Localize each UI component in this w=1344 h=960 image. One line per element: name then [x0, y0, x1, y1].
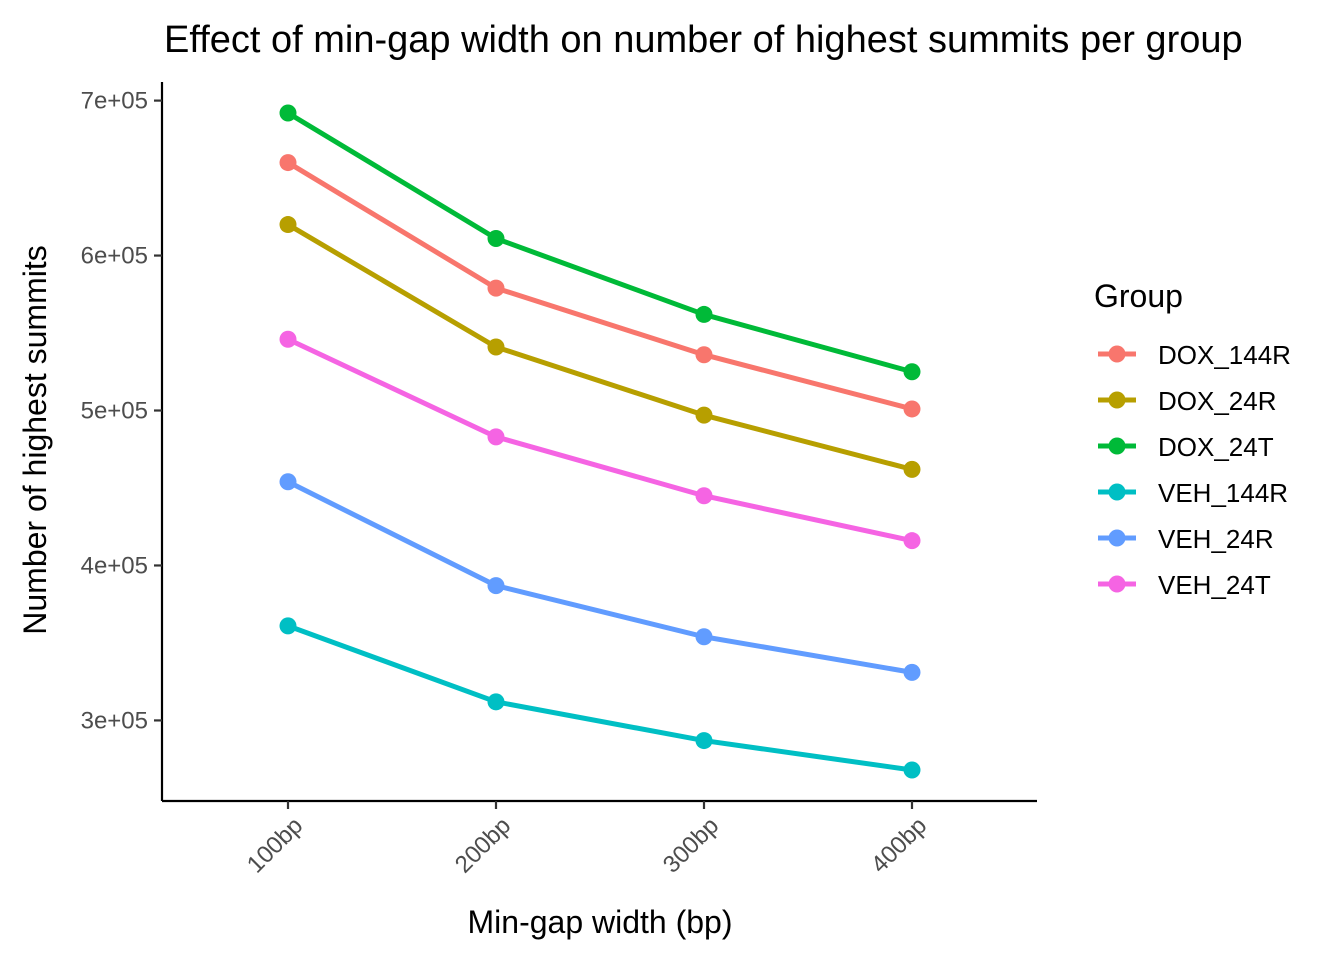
y-tick-label: 6e+05 [81, 243, 148, 270]
series-DOX_24R [279, 216, 921, 478]
series-DOX_144R [279, 154, 921, 418]
data-point [903, 460, 921, 478]
legend-item: VEH_144R [1098, 478, 1288, 508]
plot-area [279, 104, 921, 779]
chart-title: Effect of min-gap width on number of hig… [164, 19, 1243, 61]
data-point [695, 628, 713, 646]
legend-label: VEH_24T [1158, 570, 1271, 600]
series-VEH_144R [279, 617, 921, 779]
x-tick-label: 400bp [866, 812, 932, 878]
series-line [287, 623, 913, 773]
legend-label: VEH_144R [1158, 478, 1288, 508]
data-point [695, 732, 713, 750]
y-tick-label: 4e+05 [81, 552, 148, 579]
legend-item: VEH_24R [1098, 524, 1274, 554]
legend-title: Group [1094, 278, 1183, 314]
legend-key-point [1108, 437, 1126, 455]
data-point [903, 363, 921, 381]
legend-key-point [1108, 391, 1126, 409]
data-point [279, 617, 297, 635]
series-VEH_24T [279, 330, 921, 550]
legend-label: VEH_24R [1158, 524, 1274, 554]
data-point [487, 577, 505, 595]
data-point [695, 346, 713, 364]
series-line [286, 479, 913, 675]
data-point [487, 428, 505, 446]
x-axis-ticks: 100bp 200bp 300bp 400bp [242, 801, 932, 878]
data-point [487, 230, 505, 248]
data-point [487, 338, 505, 356]
series-line [286, 110, 913, 375]
series-line [286, 222, 913, 472]
legend-item: VEH_24T [1098, 570, 1271, 600]
series-DOX_24T [279, 104, 921, 381]
legend-label: DOX_24T [1158, 432, 1274, 462]
x-tick-label: 200bp [450, 812, 516, 878]
data-point [279, 330, 297, 348]
data-point [903, 663, 921, 681]
y-tick-label: 7e+05 [81, 88, 148, 115]
y-axis-ticks: 3e+05 4e+05 5e+05 6e+05 7e+05 [81, 88, 162, 734]
data-point [279, 473, 297, 491]
legend-key-point [1108, 483, 1126, 501]
data-point [903, 400, 921, 418]
legend-label: DOX_144R [1158, 340, 1291, 370]
x-axis-title: Min-gap width (bp) [468, 904, 733, 940]
legend-key-point [1108, 529, 1126, 547]
data-point [903, 761, 921, 779]
data-point [279, 216, 297, 234]
legend-item: DOX_24T [1098, 432, 1274, 462]
legend-item: DOX_144R [1098, 340, 1291, 370]
data-point [695, 406, 713, 424]
y-axis-title: Number of highest summits [17, 245, 53, 634]
data-point [279, 104, 297, 122]
legend: Group DOX_144R DOX_24R DOX_24T VEH_144R VEH_… [1094, 278, 1291, 600]
series-line [286, 336, 913, 544]
data-point [695, 305, 713, 323]
legend-key-point [1108, 345, 1126, 363]
series-VEH_24R [279, 473, 921, 681]
legend-key-point [1108, 575, 1126, 593]
series-line [286, 160, 913, 412]
data-point [903, 532, 921, 550]
data-point [279, 154, 297, 172]
legend-item: DOX_24R [1098, 386, 1277, 416]
y-tick-label: 3e+05 [81, 707, 148, 734]
data-point [487, 279, 505, 297]
x-tick-label: 300bp [658, 812, 724, 878]
data-point [487, 693, 505, 711]
y-tick-label: 5e+05 [81, 398, 148, 425]
legend-label: DOX_24R [1158, 386, 1277, 416]
data-point [695, 487, 713, 505]
x-tick-label: 100bp [242, 812, 308, 878]
